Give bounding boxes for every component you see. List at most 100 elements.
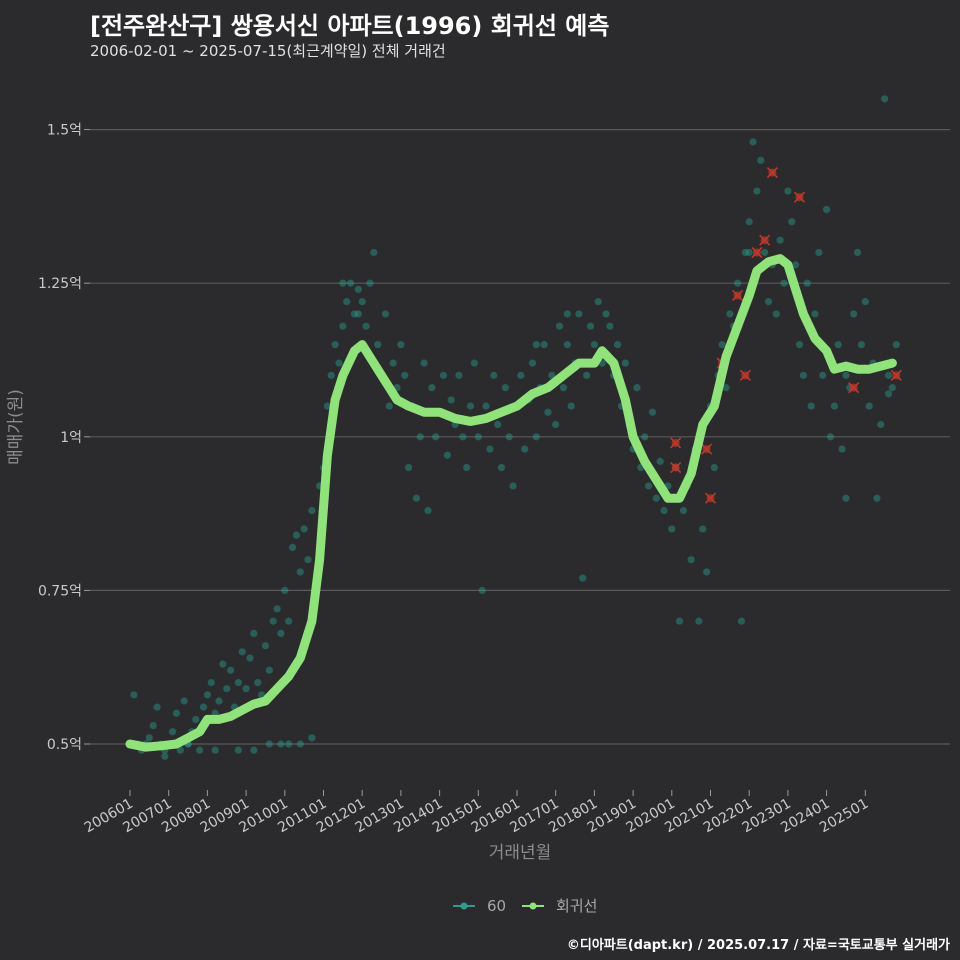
data-point bbox=[842, 494, 850, 502]
data-point bbox=[892, 341, 900, 349]
data-point bbox=[203, 691, 211, 699]
data-point bbox=[354, 310, 362, 318]
data-point bbox=[803, 279, 811, 287]
data-point bbox=[850, 310, 858, 318]
data-point bbox=[710, 463, 718, 472]
data-point bbox=[699, 525, 707, 533]
highlight-cross bbox=[701, 443, 713, 455]
data-point bbox=[234, 746, 242, 754]
data-point bbox=[745, 218, 753, 226]
highlight-marker bbox=[848, 382, 860, 394]
data-point bbox=[884, 371, 893, 379]
data-point bbox=[420, 359, 428, 367]
data-point bbox=[606, 322, 614, 330]
data-point bbox=[614, 341, 622, 349]
highlight-marker bbox=[701, 443, 713, 455]
data-point bbox=[215, 697, 223, 705]
highlight-cross bbox=[848, 382, 860, 394]
data-point bbox=[528, 359, 537, 367]
highlight-marker bbox=[704, 492, 717, 504]
data-point bbox=[381, 310, 390, 318]
data-point bbox=[567, 402, 575, 410]
data-point bbox=[285, 740, 293, 748]
chart-title: [전주완산구] 쌍용서신 아파트(1996) 회귀선 예측 bbox=[90, 12, 610, 40]
data-point bbox=[830, 402, 838, 410]
data-point bbox=[250, 746, 258, 754]
data-point bbox=[602, 310, 610, 318]
data-point bbox=[331, 341, 339, 349]
scatter-points bbox=[130, 95, 900, 760]
data-point bbox=[563, 341, 571, 349]
data-point bbox=[358, 298, 366, 306]
data-point bbox=[192, 715, 200, 724]
data-point bbox=[401, 371, 409, 379]
data-point bbox=[145, 734, 153, 742]
data-point bbox=[161, 752, 169, 760]
data-point bbox=[428, 384, 436, 392]
gridlines bbox=[90, 129, 950, 745]
data-point bbox=[834, 341, 842, 349]
data-point bbox=[292, 531, 301, 539]
y-axis-label: 매매가(원) bbox=[6, 389, 26, 465]
data-point bbox=[296, 568, 304, 576]
data-point bbox=[497, 463, 506, 472]
data-point bbox=[579, 574, 587, 582]
data-point bbox=[761, 248, 769, 257]
data-point bbox=[811, 310, 819, 318]
data-point bbox=[261, 642, 270, 650]
data-point bbox=[288, 543, 297, 551]
highlight-marker bbox=[739, 369, 751, 381]
data-point bbox=[776, 236, 784, 244]
data-point bbox=[196, 746, 204, 754]
data-point bbox=[269, 617, 277, 625]
data-point bbox=[432, 433, 440, 441]
data-point bbox=[741, 248, 749, 257]
data-point bbox=[807, 402, 815, 410]
data-point bbox=[254, 678, 262, 687]
data-point bbox=[265, 740, 273, 748]
data-point bbox=[679, 506, 688, 515]
data-point bbox=[590, 341, 599, 349]
data-point bbox=[853, 248, 862, 257]
data-point bbox=[559, 384, 568, 392]
data-point bbox=[540, 341, 548, 349]
data-point bbox=[819, 371, 827, 379]
data-point bbox=[300, 525, 308, 533]
data-point bbox=[304, 556, 312, 564]
y-tick-label: 1억 bbox=[60, 430, 82, 446]
data-point bbox=[207, 678, 215, 687]
data-point bbox=[416, 433, 424, 441]
regression-line-group bbox=[125, 254, 897, 752]
data-point bbox=[877, 420, 885, 429]
data-point bbox=[176, 746, 184, 754]
data-point bbox=[737, 617, 746, 625]
highlight-cross bbox=[759, 234, 771, 246]
data-point bbox=[532, 433, 540, 441]
highlight-cross bbox=[751, 246, 763, 259]
highlight-marker bbox=[759, 234, 771, 246]
data-point bbox=[265, 666, 273, 674]
highlight-marker bbox=[732, 289, 744, 302]
data-point bbox=[888, 384, 896, 392]
data-point bbox=[424, 506, 432, 515]
data-point bbox=[474, 433, 482, 441]
data-point bbox=[199, 703, 208, 711]
highlight-cross bbox=[766, 167, 778, 179]
data-point bbox=[733, 279, 742, 287]
highlight-cross bbox=[704, 492, 717, 504]
data-point bbox=[517, 371, 525, 379]
data-point bbox=[238, 648, 246, 656]
data-point bbox=[389, 359, 397, 367]
data-point bbox=[652, 494, 660, 502]
highlight-cross bbox=[739, 369, 751, 381]
data-point bbox=[745, 248, 753, 257]
data-point bbox=[656, 457, 664, 465]
data-point bbox=[823, 205, 831, 214]
x-axis-ticks: 2006012007012008012009012010012011012012… bbox=[82, 790, 871, 836]
legend-60-swatch-dot bbox=[460, 902, 468, 910]
data-point bbox=[285, 617, 293, 625]
data-point bbox=[703, 568, 711, 576]
data-point bbox=[784, 187, 792, 195]
data-point bbox=[726, 310, 734, 318]
